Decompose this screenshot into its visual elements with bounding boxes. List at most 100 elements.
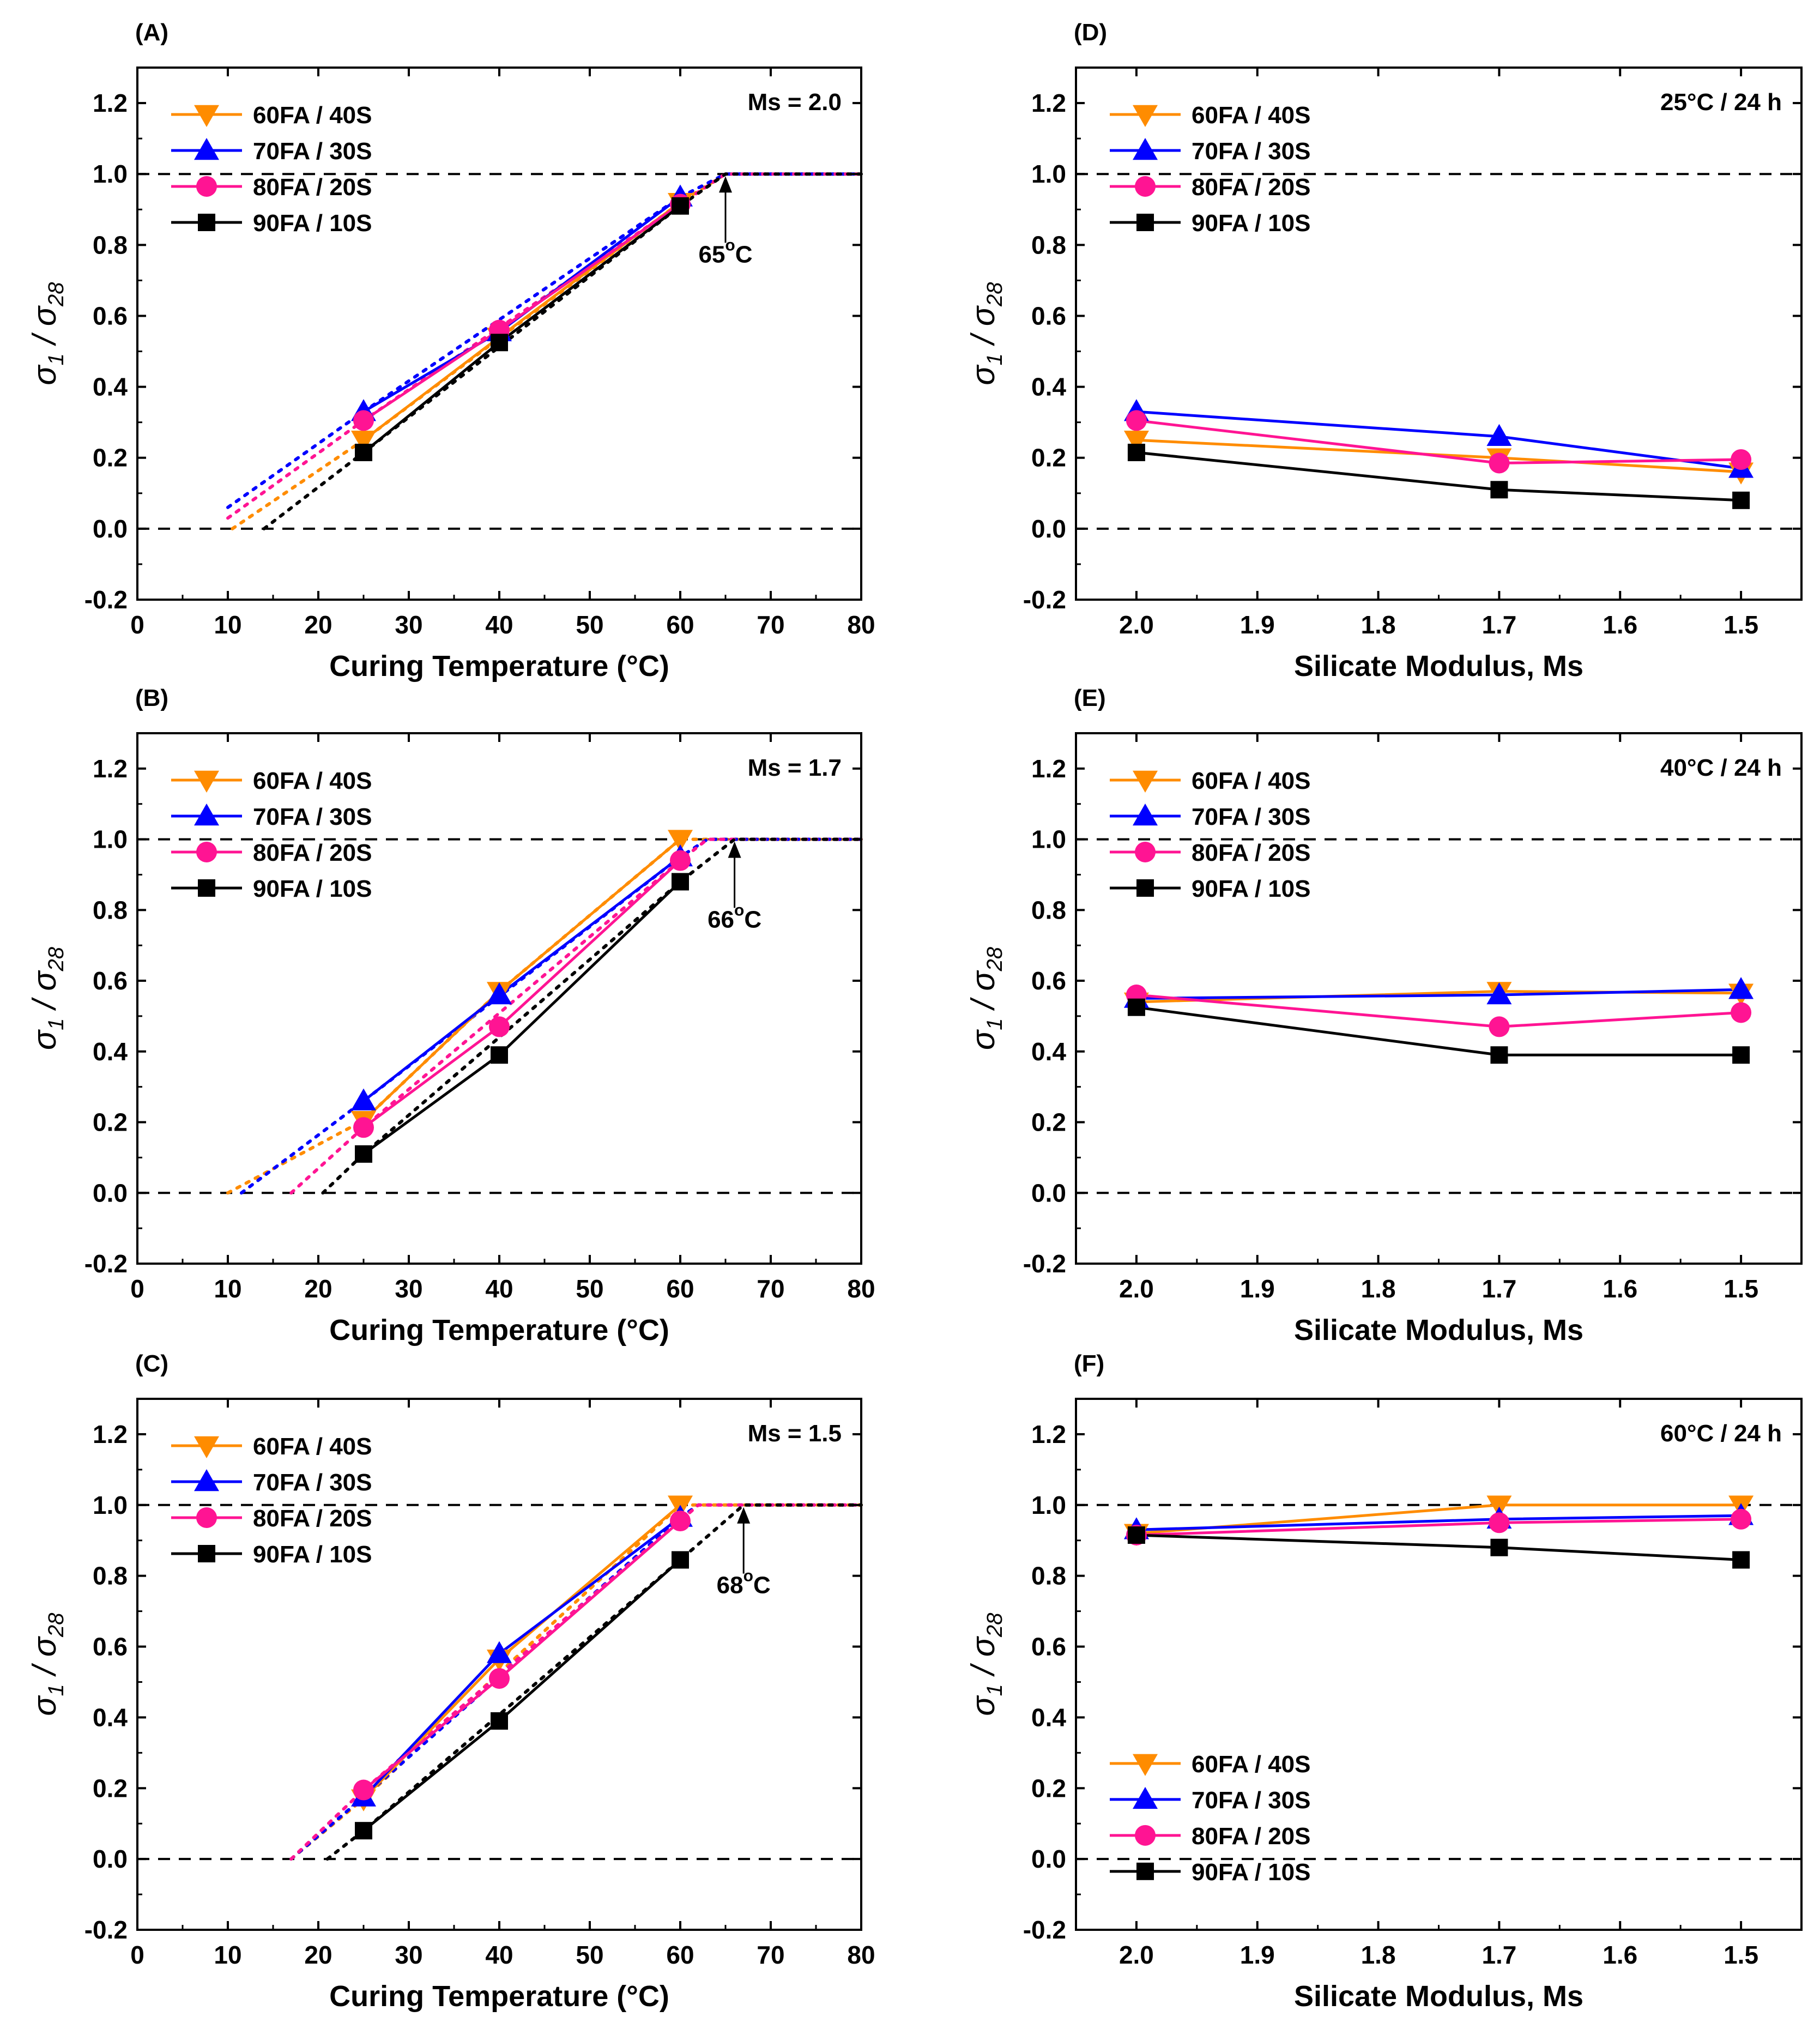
x-tick-label: 0 <box>130 611 144 639</box>
data-point <box>353 1779 374 1801</box>
y-label-sub-den: 28 <box>983 282 1007 307</box>
data-point <box>491 334 508 352</box>
data-point <box>1731 1508 1752 1530</box>
x-tick-label: 10 <box>214 611 241 639</box>
data-point <box>672 1551 689 1569</box>
legend-label: 60FA / 40S <box>253 102 372 129</box>
legend-label: 80FA / 20S <box>253 1505 372 1532</box>
x-tick-label: 1.8 <box>1361 1275 1396 1303</box>
y-label-sub: 1 <box>44 1684 68 1696</box>
x-tick-label: 1.8 <box>1361 611 1396 639</box>
legend-label: 90FA / 10S <box>253 1541 372 1568</box>
x-tick-label: 40 <box>485 1941 513 1969</box>
y-tick-label: 0.4 <box>1031 1703 1066 1731</box>
x-tick-label: 40 <box>485 1275 513 1303</box>
y-label-sigma-den: σ <box>26 305 63 326</box>
x-axis-label: Silicate Modulus, Ms <box>1294 1980 1583 2013</box>
y-tick-label: 0.0 <box>93 1179 128 1207</box>
y-label-slash: / <box>26 326 63 353</box>
y-tick-label: 0.0 <box>93 515 128 543</box>
x-tick-label: 1.6 <box>1603 1941 1637 1969</box>
legend-marker <box>194 804 219 826</box>
y-tick-label: -0.2 <box>1023 585 1066 614</box>
x-axis-label: Silicate Modulus, Ms <box>1294 650 1583 683</box>
legend-marker <box>196 176 217 197</box>
y-label-sigma: σ <box>26 1029 63 1050</box>
y-tick-label: -0.2 <box>1023 1916 1066 1944</box>
series-line-3 <box>362 203 681 422</box>
x-axis-label: Curing Temperature (°C) <box>329 650 669 683</box>
x-tick-label: 10 <box>214 1275 241 1303</box>
y-label-slash: / <box>965 991 1001 1018</box>
legend-label: 60FA / 40S <box>1192 768 1311 794</box>
y-label-sub-den: 28 <box>983 1613 1007 1638</box>
y-tick-label: 0.0 <box>93 1845 128 1873</box>
data-point <box>1489 452 1510 474</box>
legend-marker <box>194 105 219 127</box>
y-label-sub-den: 28 <box>983 946 1007 971</box>
y-tick-label: 1.0 <box>1031 1491 1066 1519</box>
legend-marker <box>198 879 215 897</box>
fit-line-2 <box>289 1503 863 1861</box>
x-tick-label: 70 <box>757 1275 784 1303</box>
y-tick-label: 1.2 <box>1031 754 1066 783</box>
data-point <box>355 443 372 461</box>
arrow-label-unit: C <box>753 1572 771 1599</box>
panel-label: (D) <box>1074 19 1107 46</box>
arrow-label-value: 68 <box>717 1572 743 1599</box>
legend-label: 60FA / 40S <box>1192 1751 1311 1778</box>
legend-marker <box>1133 138 1158 160</box>
data-point <box>1486 424 1512 446</box>
x-axis-label: Silicate Modulus, Ms <box>1294 1314 1583 1346</box>
panel-annotation: 60°C / 24 h <box>1660 1420 1782 1447</box>
data-point <box>355 1822 372 1840</box>
x-tick-label: 40 <box>485 611 513 639</box>
y-tick-label: 1.0 <box>1031 825 1066 854</box>
y-tick-label: 0.4 <box>1031 1037 1066 1066</box>
panel-annotation: Ms = 1.7 <box>748 754 842 781</box>
data-point <box>351 1088 376 1110</box>
data-point <box>491 1046 508 1064</box>
legend-label: 90FA / 10S <box>1192 875 1311 902</box>
panel-label: (A) <box>135 19 168 46</box>
legend: 60FA / 40S 70FA / 30S 80FA / 20S 90FA / 10S <box>1110 768 1311 902</box>
data-point <box>1490 1046 1508 1064</box>
y-tick-label: 0.6 <box>93 301 128 330</box>
y-tick-label: -0.2 <box>1023 1249 1066 1278</box>
x-tick-label: 1.9 <box>1240 1941 1275 1969</box>
x-tick-label: 2.0 <box>1119 1941 1154 1969</box>
y-tick-label: 0.8 <box>1031 896 1066 924</box>
data-point <box>1123 430 1149 453</box>
panel-f: 2.0 1.9 1.8 1.7 1.6 1.5 -0.2 0.0 0.2 0.4 0.6 0.8 1.0… <box>965 1350 1803 2013</box>
legend-marker <box>194 138 219 160</box>
panel-a: 0 10 20 30 40 50 60 70 80 -0.2 0.0 0.2 0.4 0.6 0.8 1.0 1… <box>26 19 875 683</box>
series-line-4 <box>362 880 681 1155</box>
y-tick-label: 1.2 <box>1031 1420 1066 1448</box>
data-point <box>1489 1512 1510 1533</box>
series-line-4 <box>362 204 681 454</box>
y-tick-label: 0.8 <box>93 1562 128 1590</box>
y-label-sub-den: 28 <box>44 282 68 307</box>
x-tick-label: 1.6 <box>1603 1275 1637 1303</box>
legend-marker <box>1133 804 1158 826</box>
y-label-sigma: σ <box>965 364 1001 385</box>
legend-marker <box>198 214 215 231</box>
y-tick-label: 1.0 <box>1031 160 1066 188</box>
x-tick-label: 70 <box>757 1941 784 1969</box>
y-tick-label: 0.2 <box>93 1108 128 1137</box>
fit-line-4 <box>321 837 863 1195</box>
legend-label: 70FA / 30S <box>1192 1787 1311 1814</box>
legend-marker <box>194 1469 219 1491</box>
y-tick-label: 0.6 <box>1031 301 1066 330</box>
arrow-label-unit: C <box>735 241 753 268</box>
y-label-sigma: σ <box>26 1695 63 1716</box>
legend-label: 70FA / 30S <box>253 138 372 165</box>
panel-e: 2.0 1.9 1.8 1.7 1.6 1.5 -0.2 0.0 0.2 0.4 0.6 0.8 1.0… <box>965 685 1803 1346</box>
y-label-sigma-den: σ <box>965 1635 1001 1657</box>
arrow-label: 66oC <box>708 901 761 933</box>
y-label-sigma-den: σ <box>965 970 1001 991</box>
y-tick-label: 0.2 <box>93 1774 128 1802</box>
legend-marker <box>1133 1786 1158 1809</box>
x-tick-label: 1.7 <box>1482 1941 1516 1969</box>
y-label-sigma-den: σ <box>26 970 63 991</box>
